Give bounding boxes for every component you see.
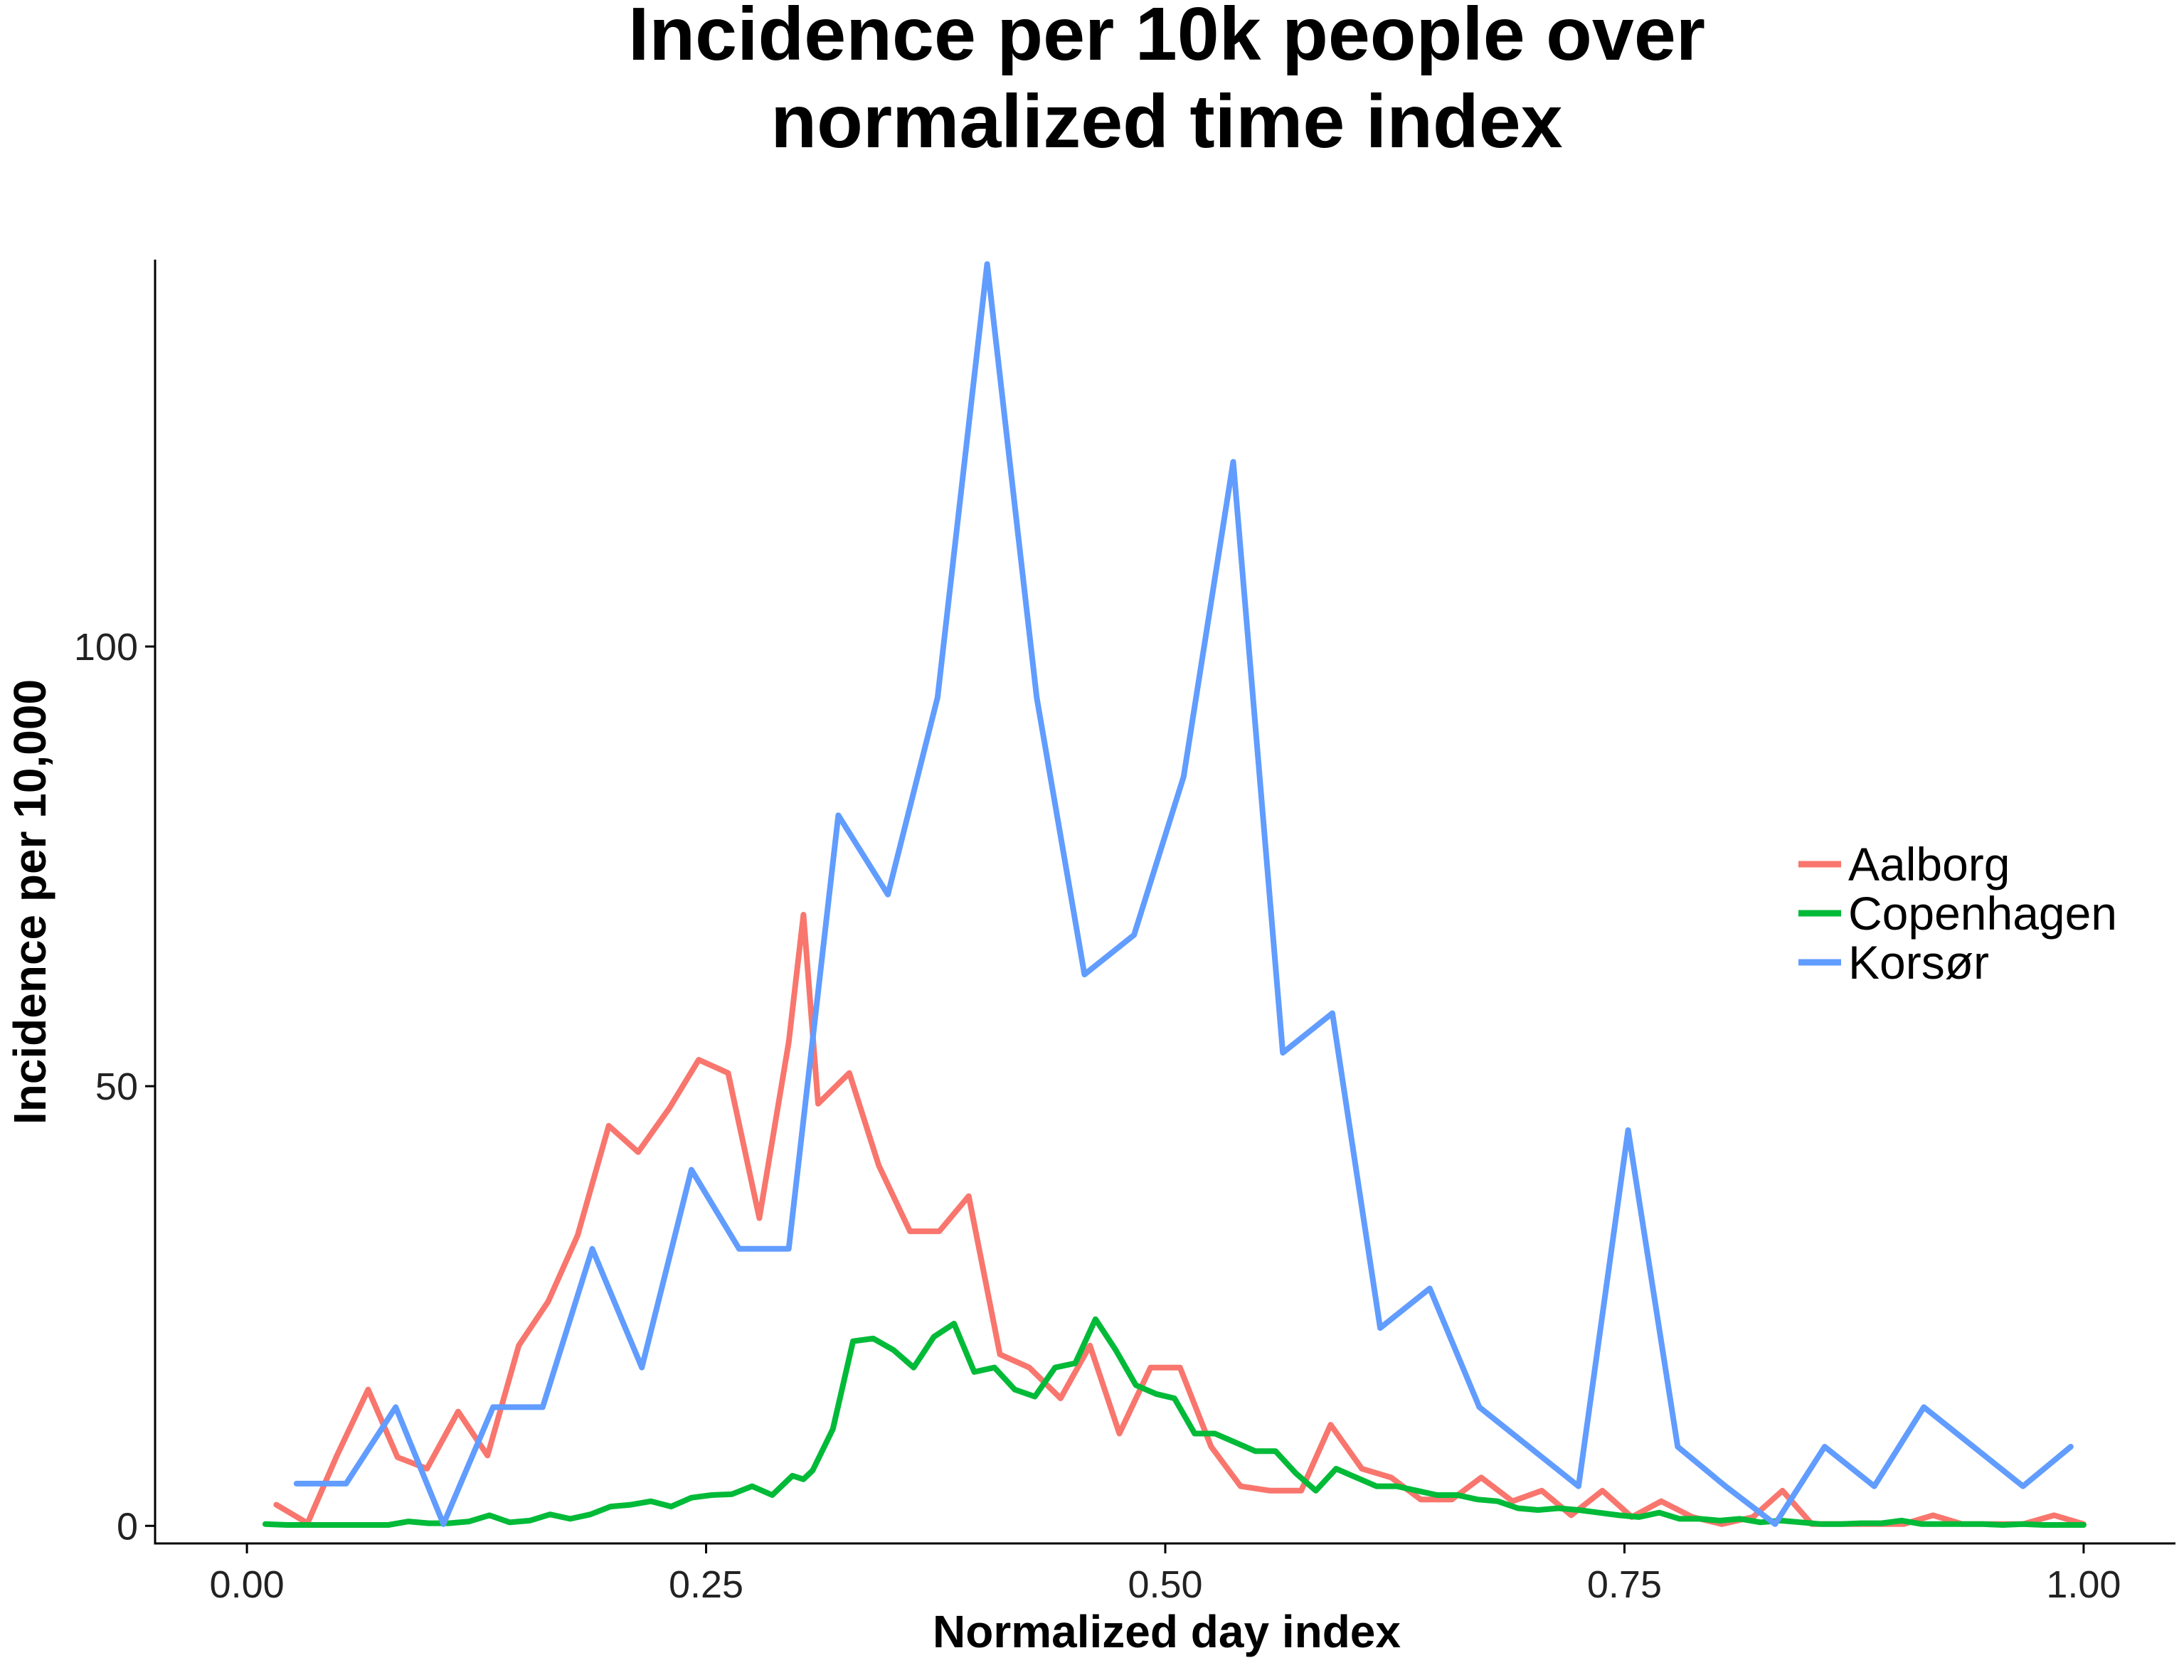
y-tick-label: 100 (74, 626, 138, 669)
series-line-copenhagen (262, 1316, 2087, 1528)
x-tick-label: 0.00 (210, 1563, 285, 1606)
chart-title-line-1: Incidence per 10k people over (628, 0, 1705, 76)
legend-label-kors-r: Korsør (1848, 936, 1989, 989)
legend-label-copenhagen: Copenhagen (1848, 887, 2117, 940)
plot-series (262, 261, 2087, 1528)
y-tick-label: 0 (117, 1505, 138, 1548)
axis-frame (154, 260, 2175, 1545)
x-tick-label: 0.50 (1128, 1563, 1202, 1606)
series-line-aalborg (273, 912, 2087, 1527)
x-tick-label: 1.00 (2046, 1563, 2121, 1606)
y-axis-title: Incidence per 10,000 (4, 679, 55, 1125)
x-tick-label: 0.75 (1587, 1563, 1662, 1606)
x-tick-label: 0.25 (669, 1563, 743, 1606)
y-axis-ticks: 0 50 100 (74, 626, 155, 1548)
chart-title-line-2: normalized time index (770, 80, 1562, 164)
legend-label-aalborg: Aalborg (1848, 838, 2010, 890)
x-axis-ticks: 0.00 0.25 0.50 0.75 1.00 (210, 1543, 2121, 1606)
x-axis-title: Normalized day index (933, 1606, 1401, 1657)
series-line-kors-r (293, 261, 2074, 1527)
y-tick-label: 50 (95, 1065, 138, 1108)
